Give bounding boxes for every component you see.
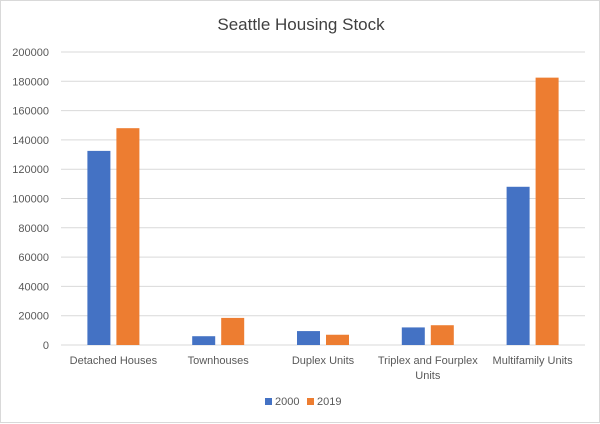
legend-label-2000: 2000 [275,396,299,408]
bar-2000-3 [401,327,425,345]
x-axis-categories: Detached Houses Townhouses Duplex Units Tri… [70,355,573,382]
legend-label-2019: 2019 [317,396,341,408]
chart-title: Seattle Housing Stock [217,15,385,34]
bar-2019-3 [430,325,454,345]
bar-2000-2 [297,331,320,345]
legend: 2000 2019 [265,396,341,408]
x-category-label: Triplex and Fourplex [378,355,478,367]
x-category-label: Townhouses [188,355,250,367]
gridlines [61,51,585,346]
y-axis-ticks: 0 20000 40000 60000 80000 100000 120000 140000 1… [12,47,49,352]
x-category-label: Duplex Units [292,355,355,367]
y-tick-label: 200000 [12,47,49,59]
legend-swatch-2019 [307,398,314,405]
bar-2019-1 [221,317,245,345]
y-tick-label: 40000 [18,281,49,293]
legend-swatch-2000 [265,398,272,405]
y-tick-label: 0 [43,340,49,352]
y-tick-label: 140000 [12,135,49,147]
x-category-label: Detached Houses [70,355,158,367]
y-tick-label: 120000 [12,164,49,176]
bar-2019-4 [535,77,559,345]
y-tick-label: 160000 [12,106,49,118]
y-tick-label: 60000 [18,252,49,264]
bar-2000-1 [192,336,216,345]
x-category-label: Units [415,370,441,382]
y-tick-label: 20000 [18,311,49,323]
y-tick-label: 100000 [12,194,49,206]
bar-2019-2 [326,334,349,345]
x-category-label: Multifamily Units [493,355,574,367]
bar-2019-0 [116,128,140,345]
bar-2000-0 [87,150,111,345]
bars [87,77,559,345]
bar-2000-4 [506,186,530,345]
y-tick-label: 80000 [18,223,49,235]
y-tick-label: 180000 [12,76,49,88]
